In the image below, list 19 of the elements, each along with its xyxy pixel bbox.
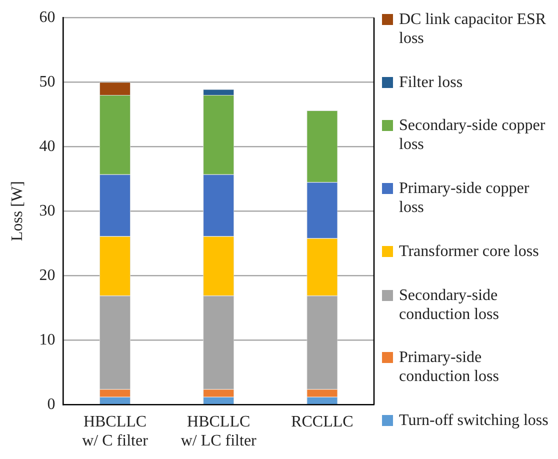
legend-label: DC link capacitor ESR loss — [399, 10, 548, 48]
y-tick-label: 20 — [39, 266, 56, 284]
x-tick-label: HBCLLC w/ C filter — [82, 413, 149, 450]
legend-label: Primary-side copper loss — [399, 179, 530, 218]
y-tick-label: 10 — [39, 331, 56, 348]
legend-label: Secondary-side copper loss — [399, 116, 546, 154]
x-tick-label: HBCLLC w/ LC filter — [180, 413, 258, 450]
y-tick-label: 60 — [39, 8, 56, 26]
y-tick-label: 50 — [39, 73, 56, 90]
y-tick-label: 30 — [39, 202, 56, 220]
y-axis-title: Loss [W] — [8, 181, 26, 242]
y-tick-label: 40 — [39, 138, 56, 155]
legend-label: Primary-side conduction loss — [399, 348, 500, 386]
x-tick-label: RCCLLC — [291, 413, 354, 430]
legend-label: Filter loss — [399, 72, 463, 92]
legend-label: Secondary-side conduction loss — [399, 286, 500, 324]
y-tick-label: 0 — [47, 396, 56, 413]
legend-label: Turn-off switching loss — [399, 410, 548, 430]
legend-label: Transformer core loss — [399, 242, 539, 261]
